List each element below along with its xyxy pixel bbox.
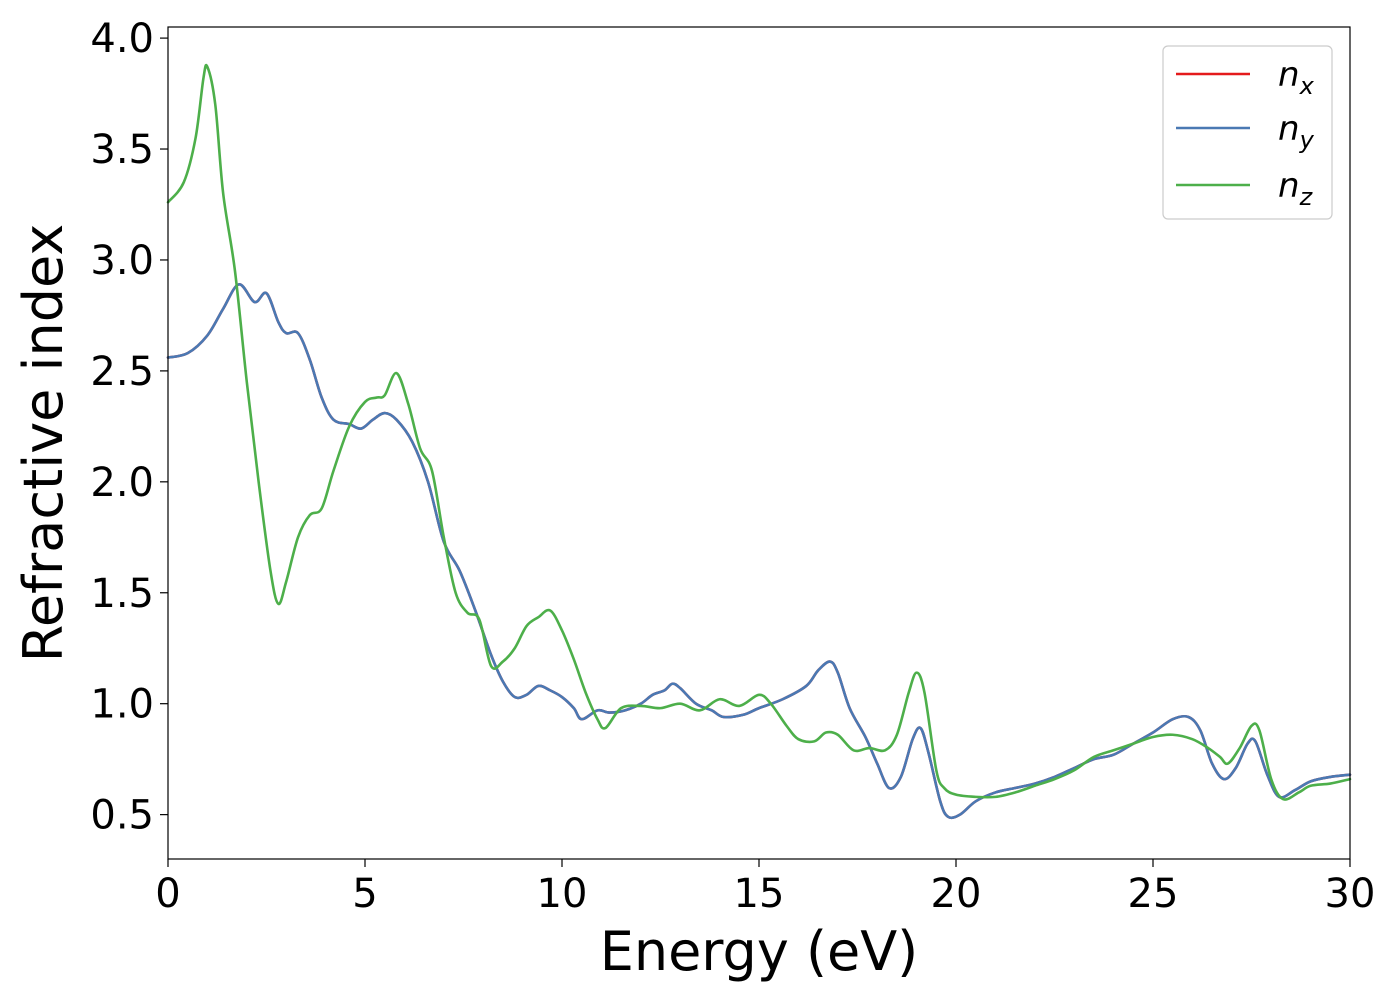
legend-label-n-z: nz [1278, 166, 1314, 211]
y-tick-label: 3.0 [90, 238, 154, 284]
y-axis-ticks: 0.5 1.0 1.5 2.0 2.5 3.0 3.5 4.0 [90, 16, 168, 839]
x-axis-title: Energy (eV) [600, 920, 919, 983]
x-tick-label: 30 [1325, 871, 1376, 917]
x-axis-ticks: 0 5 10 15 20 25 30 [155, 859, 1375, 917]
y-axis-title: Refractive index [12, 224, 75, 663]
legend: nx ny nz [1162, 45, 1333, 220]
plot-lines [166, 63, 1352, 820]
plot-frame [167, 26, 1351, 860]
legend-label-n-x: nx [1278, 55, 1315, 100]
y-tick-label: 1.5 [90, 571, 154, 617]
y-tick-label: 1.0 [90, 682, 154, 728]
x-tick-label: 15 [734, 871, 785, 917]
x-tick-label: 20 [931, 871, 982, 917]
x-tick-label: 25 [1128, 871, 1179, 917]
legend-label-n-y: ny [1278, 109, 1315, 154]
y-tick-label: 0.5 [90, 793, 154, 839]
series-line-n-y [166, 283, 1352, 820]
x-tick-label: 0 [155, 871, 180, 917]
legend-box [1162, 45, 1333, 220]
y-tick-label: 2.5 [90, 349, 154, 395]
x-tick-label: 5 [352, 871, 377, 917]
y-tick-label: 3.5 [90, 127, 154, 173]
x-tick-label: 10 [537, 871, 588, 917]
series-line-n-z [166, 63, 1352, 801]
y-tick-label: 4.0 [90, 16, 154, 62]
y-tick-label: 2.0 [90, 460, 154, 506]
